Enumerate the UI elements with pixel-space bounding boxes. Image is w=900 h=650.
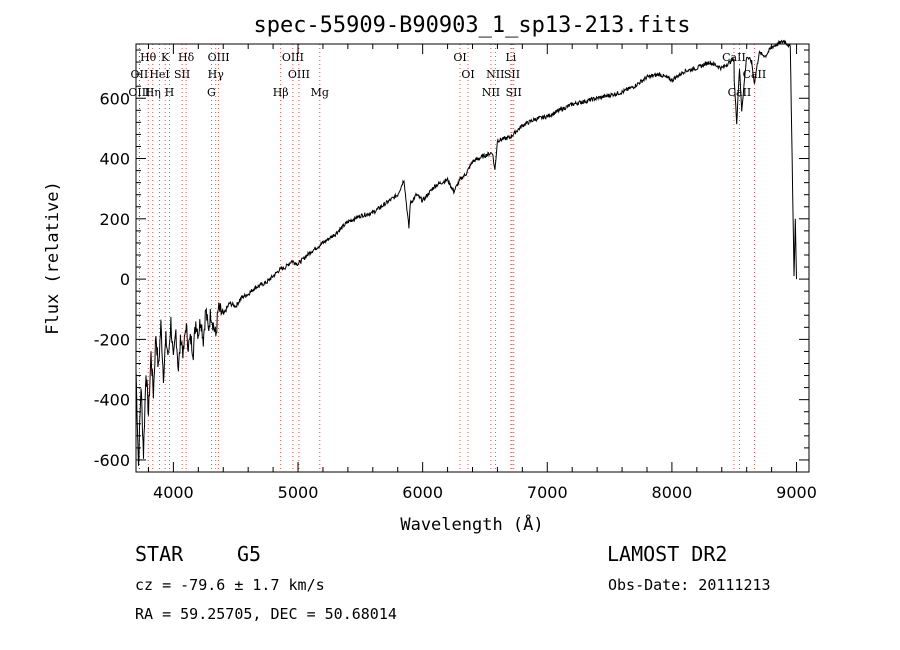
redshift-velocity: cz = -79.6 ± 1.7 km/s <box>135 576 325 594</box>
x-tick-label: 8000 <box>652 483 693 502</box>
chart-title: spec-55909-B90903_1_sp13-213.fits <box>253 13 690 38</box>
spectral-subclass: G5 <box>237 542 262 566</box>
line-marker-label: Hη <box>145 86 161 99</box>
x-tick-label: 4000 <box>153 483 194 502</box>
line-marker-label: SII <box>504 68 520 81</box>
line-marker-label: OIII <box>288 68 310 81</box>
line-marker-label: H <box>165 86 175 99</box>
x-axis-label: Wavelength (Å) <box>400 513 543 535</box>
y-tick-label: -600 <box>94 451 130 470</box>
line-marker-label: Hγ <box>208 68 225 81</box>
y-tick-label: 200 <box>99 210 130 229</box>
line-marker-label: CaII <box>728 86 752 99</box>
x-tick-label: 5000 <box>278 483 319 502</box>
y-tick-label: 0 <box>120 270 130 289</box>
line-marker-label: OIII <box>128 86 150 99</box>
y-tick-label: -400 <box>94 391 130 410</box>
y-tick-label: 400 <box>99 150 130 169</box>
line-marker-label: NII <box>486 68 504 81</box>
line-marker-label: SII <box>174 68 190 81</box>
y-tick-label: -200 <box>94 330 130 349</box>
observation-date: Obs-Date: 20111213 <box>608 576 771 594</box>
line-marker-label: OIII <box>208 51 230 64</box>
axis-ticks: 4000 5000 6000 7000 8000 9000 -600 -400 -200 0 200… <box>94 44 817 502</box>
line-marker-label: Hθ <box>140 51 157 64</box>
line-marker-label: OIII <box>282 51 304 64</box>
line-marker-label: G <box>207 86 216 99</box>
series-line-0 <box>135 39 797 466</box>
x-tick-label: 9000 <box>776 483 817 502</box>
line-marker-label: OI <box>453 51 466 64</box>
line-marker-label: Hβ <box>273 86 289 99</box>
series-group <box>135 39 797 466</box>
line-marker-label: Hδ <box>178 51 195 64</box>
line-marker-label: Mg <box>311 86 329 99</box>
line-marker-label: CaII <box>743 68 767 81</box>
x-tick-label: 6000 <box>402 483 443 502</box>
y-axis-label: Flux (relative) <box>43 181 63 335</box>
line-marker-label: CaII <box>722 51 746 64</box>
line-marker-label: Li <box>505 51 516 64</box>
line-marker-label: HeI <box>149 68 169 81</box>
line-marker-label: SII <box>506 86 522 99</box>
y-tick-label: 600 <box>99 89 130 108</box>
line-marker-label: NII <box>482 86 500 99</box>
line-markers: HθKHδOIIIOIIIOILiCaIIOIIHeISIIHγOIIIOINI… <box>128 44 766 472</box>
line-marker-label: OI <box>461 68 474 81</box>
plot-frame <box>135 43 810 473</box>
object-class: STAR <box>135 542 184 566</box>
sky-coordinates: RA = 59.25705, DEC = 50.68014 <box>135 605 397 623</box>
line-marker-label: K <box>161 51 170 64</box>
x-tick-label: 7000 <box>527 483 568 502</box>
survey-name: LAMOST DR2 <box>607 542 728 566</box>
